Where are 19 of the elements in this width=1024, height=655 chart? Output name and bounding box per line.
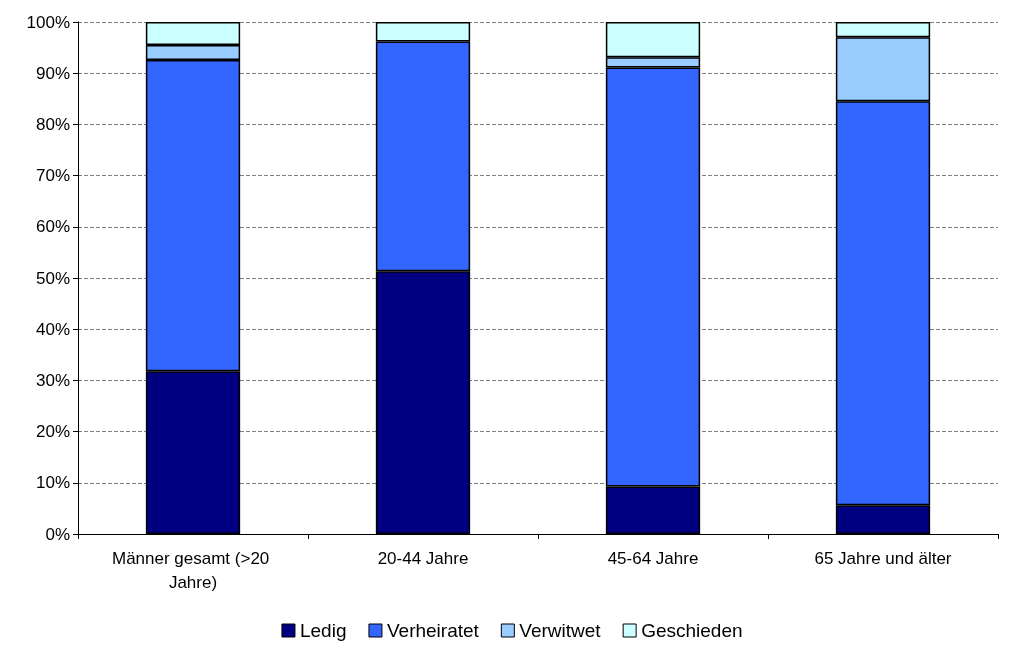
x-tick-label: Männer gesamt (>20 Jahre) <box>111 548 275 592</box>
y-tick-label: 40% <box>35 319 70 339</box>
legend-label: Geschieden <box>641 620 743 641</box>
x-tick-label: 65 Jahre und älter <box>814 548 952 568</box>
y-tick-label: 80% <box>35 114 70 134</box>
legend-label: Verwitwet <box>519 620 602 641</box>
x-tick-label: 20-44 Jahre <box>377 548 469 568</box>
legend-label: Verheiratet <box>386 620 480 641</box>
y-tick-label: 30% <box>35 370 70 390</box>
y-tick-label: 50% <box>35 268 70 288</box>
y-tick-label: 10% <box>35 473 70 493</box>
y-tick-label: 70% <box>35 166 70 186</box>
y-tick-label: 20% <box>35 422 70 442</box>
y-tick-label: 100% <box>26 12 70 32</box>
y-tick-label: 60% <box>35 217 70 237</box>
y-tick-label: 90% <box>35 63 70 83</box>
legend-label: Ledig <box>299 620 347 641</box>
x-tick-label: 45-64 Jahre <box>607 548 699 568</box>
y-tick-label: 0% <box>45 524 70 544</box>
